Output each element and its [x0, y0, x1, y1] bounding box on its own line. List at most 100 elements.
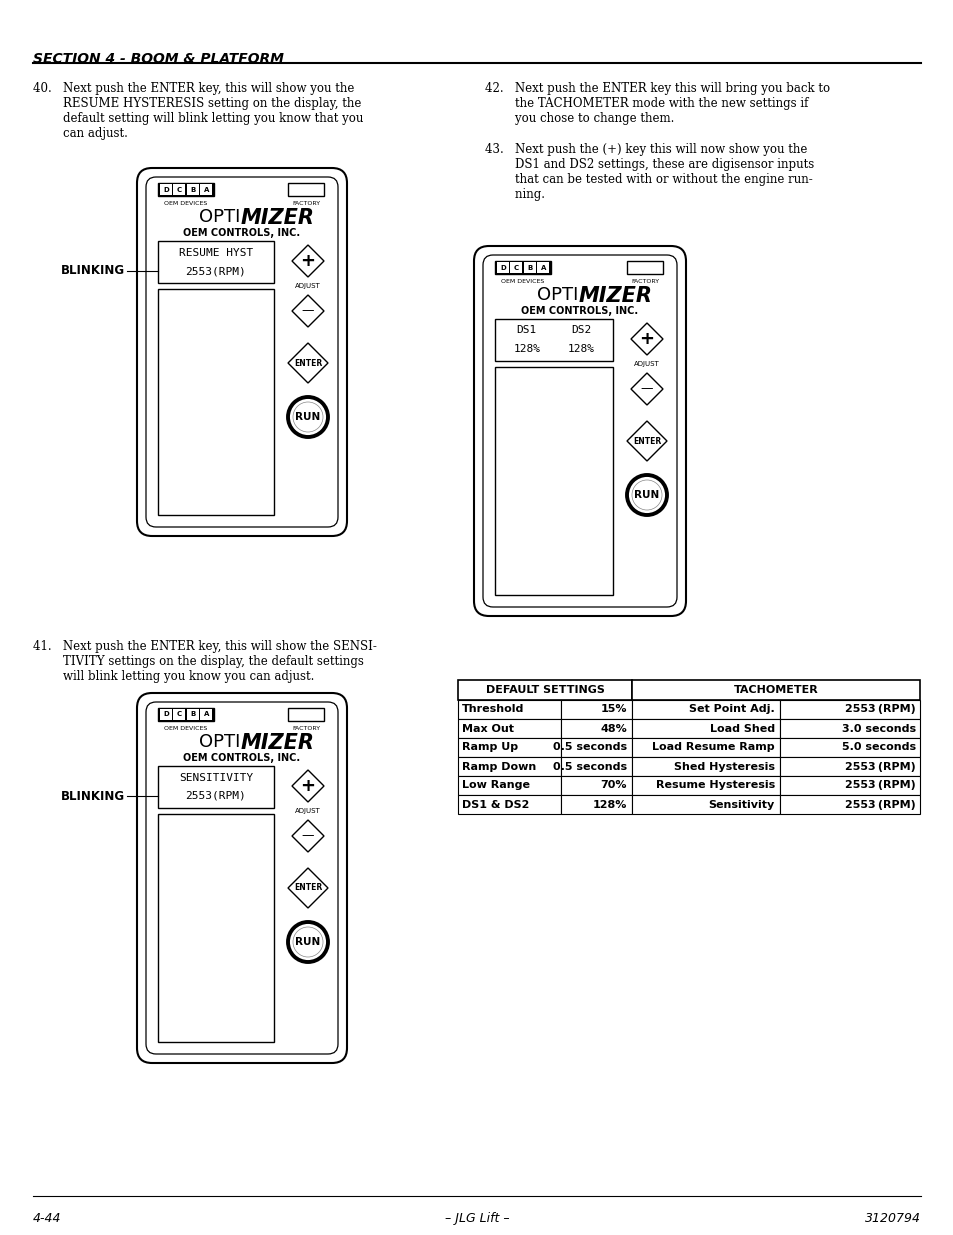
Text: MIZER: MIZER: [241, 207, 314, 228]
Text: DS1 and DS2 settings, these are digisensor inputs: DS1 and DS2 settings, these are digisens…: [484, 158, 814, 170]
Circle shape: [631, 480, 661, 510]
Text: DEFAULT SETTINGS: DEFAULT SETTINGS: [485, 685, 604, 695]
Bar: [187, 709, 199, 720]
Text: 43.   Next push the (+) key this will now show you the: 43. Next push the (+) key this will now …: [484, 143, 806, 156]
Bar: [780, 757, 919, 776]
Text: 41.   Next push the ENTER key, this will show the SENSI-: 41. Next push the ENTER key, this will s…: [33, 640, 376, 653]
Text: 2553(RPM): 2553(RPM): [186, 266, 246, 275]
Text: Set Point Adj.: Set Point Adj.: [688, 704, 774, 715]
Text: ning.: ning.: [484, 188, 544, 201]
Bar: [457, 739, 560, 757]
Text: TACHOMETER: TACHOMETER: [733, 685, 818, 695]
Bar: [158, 241, 274, 283]
Text: +: +: [300, 777, 315, 795]
Text: OEM DEVICES: OEM DEVICES: [164, 726, 208, 731]
Bar: [495, 319, 613, 361]
Text: —: —: [301, 305, 314, 317]
Text: RESUME HYSTERESIS setting on the display, the: RESUME HYSTERESIS setting on the display…: [33, 98, 361, 110]
Bar: [200, 709, 213, 720]
Bar: [631, 719, 780, 739]
Bar: [158, 289, 274, 515]
Text: MIZER: MIZER: [241, 734, 314, 753]
Polygon shape: [630, 324, 662, 354]
FancyBboxPatch shape: [146, 177, 337, 527]
Text: 0.5 seconds: 0.5 seconds: [553, 742, 626, 752]
Text: 2553 (RPM): 2553 (RPM): [844, 762, 915, 772]
Bar: [560, 795, 631, 814]
Bar: [457, 795, 560, 814]
Text: RUN: RUN: [295, 412, 320, 422]
Text: ADJUST: ADJUST: [634, 361, 659, 367]
Text: +: +: [300, 252, 315, 270]
Text: FACTORY: FACTORY: [292, 726, 319, 731]
Polygon shape: [626, 421, 666, 461]
Text: FACTORY: FACTORY: [630, 279, 659, 284]
Bar: [200, 184, 213, 195]
Text: 70%: 70%: [599, 781, 626, 790]
Text: C: C: [176, 186, 182, 193]
Bar: [631, 776, 780, 795]
Bar: [780, 719, 919, 739]
Text: SECTION 4 - BOOM & PLATFORM: SECTION 4 - BOOM & PLATFORM: [33, 52, 284, 65]
Text: OPTI: OPTI: [536, 287, 578, 304]
Bar: [631, 739, 780, 757]
Bar: [497, 262, 509, 273]
Text: Low Range: Low Range: [461, 781, 530, 790]
Text: ENTER: ENTER: [632, 436, 660, 446]
FancyBboxPatch shape: [474, 246, 685, 616]
Text: 3.0 seconds: 3.0 seconds: [841, 724, 915, 734]
Text: Shed Hysteresis: Shed Hysteresis: [673, 762, 774, 772]
Text: SENSITIVITY: SENSITIVITY: [178, 773, 253, 783]
Text: the TACHOMETER mode with the new settings if: the TACHOMETER mode with the new setting…: [484, 98, 807, 110]
Text: 40.   Next push the ENTER key, this will show you the: 40. Next push the ENTER key, this will s…: [33, 82, 354, 95]
Text: you chose to change them.: you chose to change them.: [484, 112, 674, 125]
Bar: [537, 262, 549, 273]
Text: Resume Hysteresis: Resume Hysteresis: [655, 781, 774, 790]
Bar: [457, 776, 560, 795]
Text: – JLG Lift –: – JLG Lift –: [444, 1212, 509, 1225]
Bar: [495, 261, 551, 274]
Polygon shape: [292, 245, 324, 277]
Text: 15%: 15%: [599, 704, 626, 715]
Text: B: B: [527, 264, 532, 270]
Bar: [160, 184, 172, 195]
Bar: [626, 261, 662, 274]
FancyBboxPatch shape: [137, 693, 347, 1063]
Circle shape: [626, 475, 666, 515]
Text: D: D: [499, 264, 505, 270]
Text: ENTER: ENTER: [294, 358, 322, 368]
Text: DS1 & DS2: DS1 & DS2: [461, 799, 529, 809]
Text: C: C: [514, 264, 518, 270]
Text: OPTI: OPTI: [198, 734, 240, 751]
Text: Ramp Up: Ramp Up: [461, 742, 517, 752]
Text: will blink letting you know you can adjust.: will blink letting you know you can adju…: [33, 671, 314, 683]
Text: DS1: DS1: [517, 325, 537, 335]
Polygon shape: [292, 295, 324, 327]
Polygon shape: [288, 343, 328, 383]
Circle shape: [288, 923, 328, 962]
Text: OEM CONTROLS, INC.: OEM CONTROLS, INC.: [183, 228, 300, 238]
Text: DS2: DS2: [571, 325, 591, 335]
Text: 2553 (RPM): 2553 (RPM): [844, 704, 915, 715]
Bar: [173, 184, 185, 195]
Text: BLINKING: BLINKING: [61, 264, 125, 278]
Text: —: —: [640, 383, 653, 395]
Text: 4-44: 4-44: [33, 1212, 61, 1225]
Bar: [780, 700, 919, 719]
Polygon shape: [292, 820, 324, 852]
Text: OEM DEVICES: OEM DEVICES: [501, 279, 544, 284]
Bar: [288, 183, 324, 196]
Text: ADJUST: ADJUST: [294, 808, 320, 814]
Text: RUN: RUN: [295, 937, 320, 947]
Text: Max Out: Max Out: [461, 724, 514, 734]
Circle shape: [288, 396, 328, 437]
Text: A: A: [540, 264, 546, 270]
Text: BLINKING: BLINKING: [61, 789, 125, 803]
FancyBboxPatch shape: [482, 254, 677, 606]
Text: 42.   Next push the ENTER key this will bring you back to: 42. Next push the ENTER key this will br…: [484, 82, 829, 95]
Text: ADJUST: ADJUST: [294, 283, 320, 289]
Text: Threshold: Threshold: [461, 704, 524, 715]
Text: OPTI: OPTI: [198, 207, 240, 226]
Text: 48%: 48%: [599, 724, 626, 734]
Text: +: +: [639, 330, 654, 348]
